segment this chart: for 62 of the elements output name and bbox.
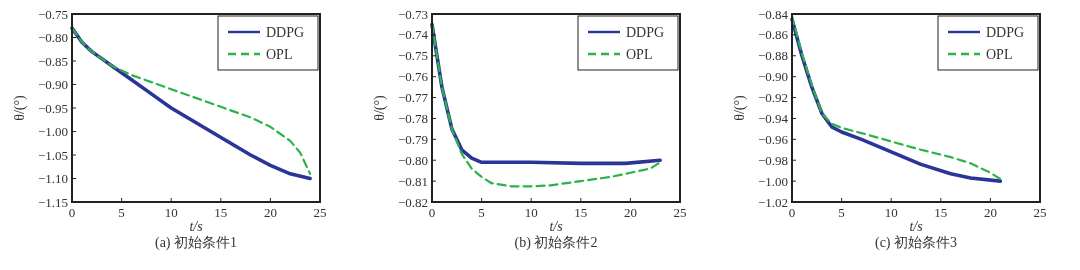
y-tick-label: −0.85 xyxy=(37,53,68,69)
legend-label: OPL xyxy=(986,47,1013,62)
text: (b) 初始条件2 xyxy=(514,235,598,251)
legend-label: DDPG xyxy=(266,25,305,40)
x-tick-label: 0 xyxy=(788,205,796,220)
y-tick-label: −0.80 xyxy=(397,152,428,168)
x-axis-title: t/s xyxy=(549,219,564,234)
y-axis-title: θ/(°) xyxy=(372,94,388,121)
y-tick-label: −1.10 xyxy=(37,171,68,186)
x-tick-label: 20 xyxy=(623,205,637,220)
y-tick-label: −0.84 xyxy=(757,6,789,22)
x-tick-label: 5 xyxy=(838,205,845,220)
y-tick-label: −1.05 xyxy=(37,147,68,163)
x-tick-label: 15 xyxy=(214,205,228,220)
y-tick-label: −0.90 xyxy=(757,69,788,85)
y-axis-title: θ/(°) xyxy=(732,94,748,121)
legend-label: OPL xyxy=(626,47,653,62)
y-tick-label: −0.78 xyxy=(397,110,428,126)
x-tick-label: 25 xyxy=(313,205,327,220)
y-tick-label: −0.98 xyxy=(757,152,788,168)
x-tick-label: 10 xyxy=(884,205,898,220)
x-tick-label: 20 xyxy=(983,205,997,220)
y-tick-label: −0.77 xyxy=(397,90,429,106)
x-tick-label: 25 xyxy=(1033,205,1047,220)
x-tick-label: 15 xyxy=(934,205,948,220)
x-tick-label: 5 xyxy=(118,205,125,220)
y-tick-label: −0.74 xyxy=(397,27,429,43)
legend-label: OPL xyxy=(266,47,293,62)
y-tick-label: −0.88 xyxy=(757,48,788,64)
y-tick-label: −0.92 xyxy=(757,90,788,106)
y-tick-label: −0.96 xyxy=(757,131,789,147)
y-tick-label: −0.80 xyxy=(37,30,68,45)
x-axis-title: t/s xyxy=(189,219,204,234)
x-tick-label: 10 xyxy=(524,205,538,220)
y-axis-title: θ/(°) xyxy=(12,94,28,121)
y-tick-label: −0.86 xyxy=(757,27,789,43)
y-tick-label: −0.95 xyxy=(37,100,68,116)
y-tick-label: −0.94 xyxy=(757,110,789,126)
x-tick-label: 5 xyxy=(478,205,485,220)
y-tick-label: −1.02 xyxy=(757,194,788,210)
y-tick-label: −0.82 xyxy=(397,194,428,210)
x-tick-label: 15 xyxy=(574,205,588,220)
x-tick-label: 0 xyxy=(428,205,436,220)
legend-label: DDPG xyxy=(986,25,1025,40)
y-tick-label: −0.81 xyxy=(397,173,428,189)
y-tick-label: −0.76 xyxy=(397,69,429,85)
y-tick-label: −0.73 xyxy=(397,6,428,22)
x-axis-title: t/s xyxy=(909,219,924,234)
x-tick-label: 20 xyxy=(263,205,277,220)
text: (a) 初始条件1 xyxy=(154,235,238,251)
x-tick-label: 25 xyxy=(673,205,687,220)
y-tick-label: −1.00 xyxy=(37,124,68,139)
y-tick-label: −0.75 xyxy=(397,48,428,64)
legend-label: DDPG xyxy=(626,25,665,40)
x-tick-label: 10 xyxy=(164,205,178,220)
y-tick-label: −1.00 xyxy=(757,173,788,189)
y-tick-label: −0.90 xyxy=(37,77,68,92)
y-tick-label: −0.79 xyxy=(397,131,428,147)
x-tick-label: 0 xyxy=(68,205,76,220)
y-tick-label: −0.75 xyxy=(37,6,68,22)
y-tick-label: −1.15 xyxy=(37,194,68,210)
text: (c) 初始条件3 xyxy=(874,235,958,251)
